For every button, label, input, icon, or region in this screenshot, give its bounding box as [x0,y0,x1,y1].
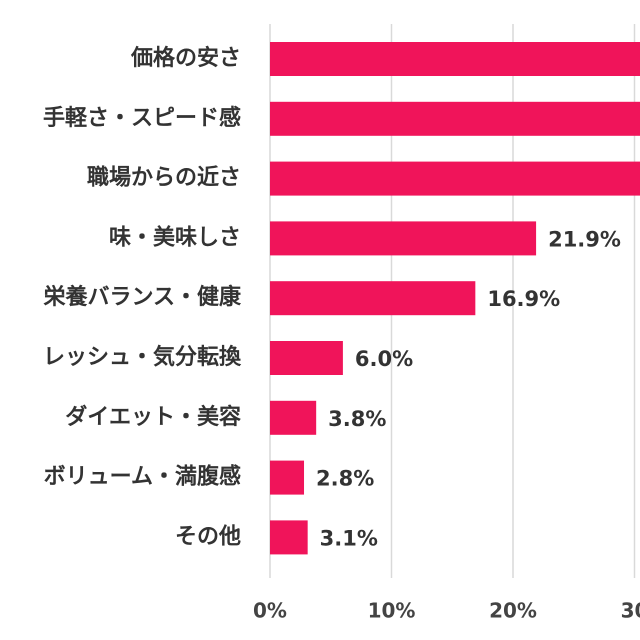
data-label: 16.9% [487,287,560,311]
bar [270,161,640,196]
bar [270,520,308,555]
data-label: 21.9% [548,227,621,251]
data-label: 2.8% [316,467,374,491]
bar [270,460,305,495]
bars [270,42,640,555]
category-label: ボリューム・満腹感 [44,464,241,490]
data-label: 6.0% [355,347,413,371]
category-label: レッシュ・気分転換 [43,344,242,370]
category-label: 手軽さ・スピード感 [43,105,241,131]
category-label: ダイエット・美容 [65,404,241,430]
bar [270,42,640,76]
x-tick-label: 20% [489,599,537,623]
x-tick-label: 10% [368,599,416,623]
category-label: 価格の安さ [130,45,241,71]
bar [270,281,476,316]
data-label: 3.1% [320,526,378,550]
category-label: その他 [175,524,241,549]
x-tick-label: 0% [253,599,287,623]
x-tick-label: 30 [621,599,640,623]
category-label: 職場からの近さ [87,165,241,191]
bar [270,341,343,375]
data-label: 3.8% [328,407,386,431]
bar [270,101,640,136]
bar [270,400,317,435]
bar [270,221,537,256]
category-label: 栄養バランス・健康 [42,284,242,310]
category-label: 味・美味しさ [109,224,241,250]
